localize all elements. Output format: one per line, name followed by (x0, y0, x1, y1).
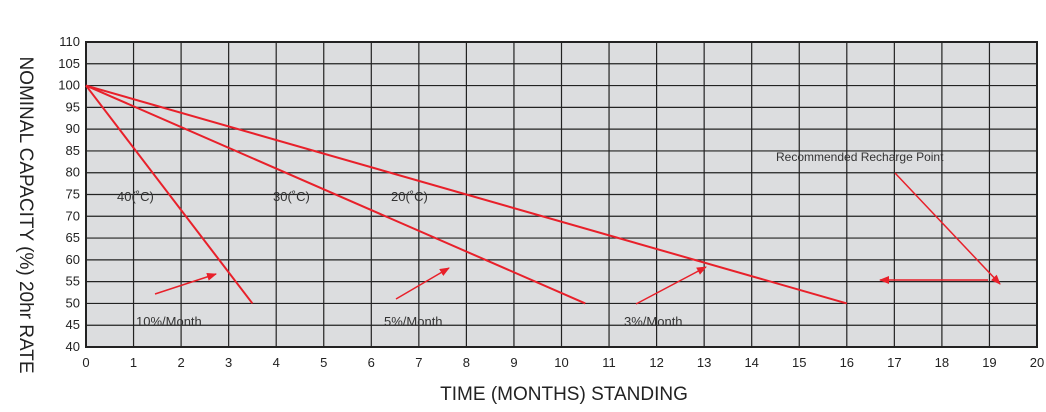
x-tick-label-3: 3 (225, 355, 232, 370)
x-tick-label-6: 6 (368, 355, 375, 370)
x-tick-label-7: 7 (415, 355, 422, 370)
y-tick-label-8: 80 (66, 165, 80, 180)
label-30c: 30(˚C) (273, 189, 310, 204)
y-tick-label-12: 100 (58, 78, 80, 93)
x-tick-label-8: 8 (463, 355, 470, 370)
y-tick-label-3: 55 (66, 274, 80, 289)
label-40c: 40(˚C) (117, 189, 154, 204)
series-layer (85, 84, 848, 305)
x-tick-label-5: 5 (320, 355, 327, 370)
x-tick-label-2: 2 (177, 355, 184, 370)
y-axis-ticks: 40 45 50 55 60 65 70 75 80 85 90 95 100 105 110 (58, 34, 80, 354)
series-line-0 (85, 84, 254, 305)
x-tick-label-1: 1 (130, 355, 137, 370)
label-rate-5: 5%/Month (384, 314, 443, 329)
x-tick-label-11: 11 (602, 355, 616, 370)
y-tick-label-2: 50 (66, 295, 80, 310)
arrow-rate-5 (395, 267, 450, 300)
label-rate-3: 3%/Month (624, 314, 683, 329)
y-tick-label-10: 90 (66, 121, 80, 136)
x-tick-label-20: 20 (1030, 355, 1044, 370)
annotation-arrows (154, 172, 1001, 305)
grid (85, 41, 1038, 348)
arrow-rate-3 (635, 266, 707, 305)
x-tick-label-13: 13 (697, 355, 711, 370)
y-tick-label-7: 75 (66, 187, 80, 202)
x-tick-label-18: 18 (935, 355, 949, 370)
y-tick-label-4: 60 (66, 252, 80, 267)
series-line-2 (85, 84, 848, 305)
x-axis-ticks: 0 1 2 3 4 5 6 7 8 9 10 11 12 13 14 15 16 17 18 19 20 (82, 355, 1044, 370)
series-line-1 (85, 84, 586, 305)
label-rate-10: 10%/Month (136, 314, 202, 329)
x-tick-label-0: 0 (82, 355, 89, 370)
arrow-rate-10 (154, 273, 217, 295)
label-20c: 20(˚C) (391, 189, 428, 204)
x-tick-label-19: 19 (982, 355, 996, 370)
x-tick-label-14: 14 (744, 355, 758, 370)
y-axis-title: NOMINAL CAPACITY (%) 20hr RATE (15, 56, 36, 373)
x-tick-label-17: 17 (887, 355, 901, 370)
x-tick-label-4: 4 (273, 355, 280, 370)
y-tick-label-14: 110 (59, 34, 80, 49)
y-tick-label-5: 65 (66, 230, 80, 245)
y-tick-label-1: 45 (66, 317, 80, 332)
x-tick-label-10: 10 (554, 355, 568, 370)
y-tick-label-9: 85 (66, 143, 80, 158)
y-tick-label-6: 70 (66, 208, 80, 223)
x-tick-label-15: 15 (792, 355, 806, 370)
y-tick-label-13: 105 (58, 56, 80, 71)
x-tick-label-12: 12 (649, 355, 663, 370)
x-tick-label-16: 16 (840, 355, 854, 370)
y-tick-label-0: 40 (66, 339, 80, 354)
x-tick-label-9: 9 (510, 355, 517, 370)
y-tick-label-11: 95 (66, 99, 80, 114)
arrow-recharge-diagonal (894, 172, 1001, 285)
label-recharge-point: Recommended Recharge Point (776, 150, 944, 164)
x-axis-title: TIME (MONTHS) STANDING (440, 384, 688, 405)
